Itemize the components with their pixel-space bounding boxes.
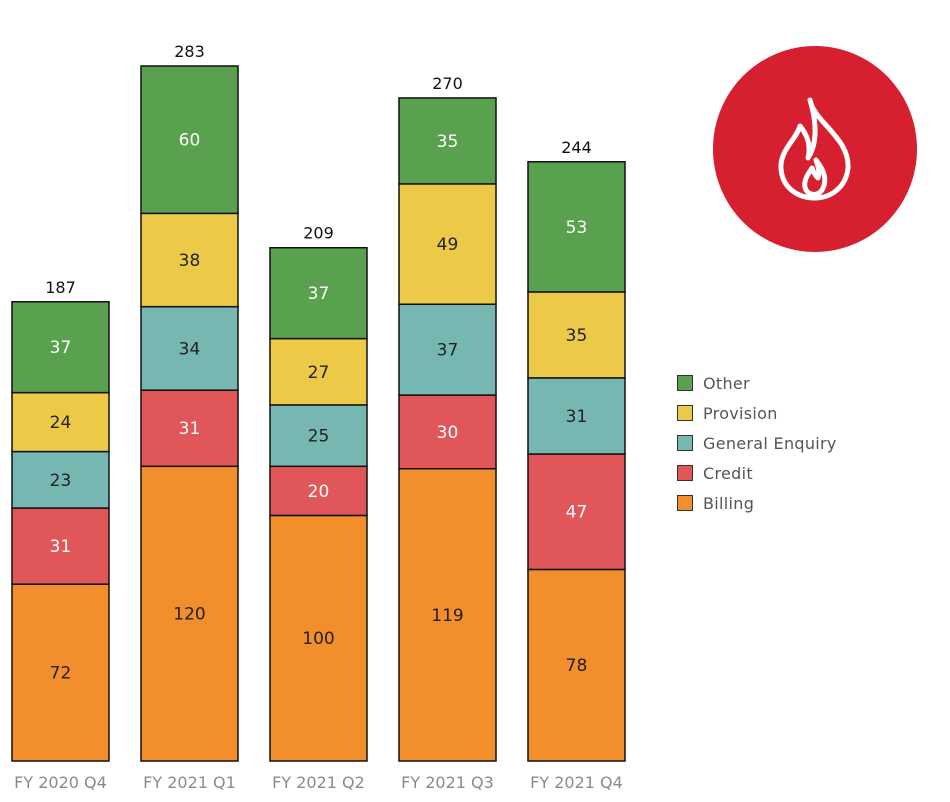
data-label: 72: [50, 664, 72, 684]
legend: Other Provision General Enquiry Credit Billi…: [677, 368, 837, 518]
data-label: 60: [179, 131, 201, 151]
total-label: 187: [45, 278, 76, 297]
data-label: 27: [308, 363, 330, 383]
legend-item: Billing: [677, 488, 837, 518]
data-label: 25: [308, 427, 330, 447]
bar-segment-other: [527, 161, 626, 293]
bar-segment-provision: [527, 291, 626, 379]
data-label: 78: [566, 656, 588, 676]
data-label: 24: [50, 413, 72, 433]
bar-segment-general-enquiry: [398, 303, 497, 396]
bar-segment-general-enquiry: [140, 305, 239, 391]
data-label: 31: [179, 419, 201, 439]
data-label: 31: [50, 537, 72, 557]
x-tick-label: FY 2020 Q4: [14, 773, 107, 792]
bar-segment-billing: [140, 465, 239, 762]
bar-segment-billing: [398, 468, 497, 762]
bar-segment-credit: [527, 453, 626, 571]
fire-badge: [713, 46, 917, 252]
data-label: 37: [50, 338, 72, 358]
legend-item: Provision: [677, 398, 837, 428]
legend-item: Credit: [677, 458, 837, 488]
data-label: 35: [566, 326, 588, 346]
bar-segment-general-enquiry: [11, 450, 110, 509]
data-label: 100: [302, 629, 334, 649]
total-label: 270: [432, 74, 463, 93]
bar-segment-provision: [140, 212, 239, 308]
bar-segment-credit: [140, 389, 239, 468]
bar-segment-billing: [527, 568, 626, 762]
bar-segment-general-enquiry: [269, 404, 368, 468]
legend-label: Billing: [703, 493, 755, 513]
legend-swatch: [677, 465, 693, 481]
data-label: 23: [50, 471, 72, 491]
legend-swatch: [677, 375, 693, 391]
data-label: 53: [566, 218, 588, 238]
legend-swatch: [677, 495, 693, 511]
bar-segment-credit: [398, 394, 497, 470]
bar-segment-other: [140, 65, 239, 215]
bar-segment-credit: [269, 465, 368, 517]
legend-label: Other: [703, 373, 750, 393]
data-label: 20: [308, 482, 330, 502]
total-label: 283: [174, 42, 205, 61]
x-tick-label: FY 2021 Q4: [530, 773, 623, 792]
legend-label: Provision: [703, 403, 778, 423]
bar-segment-billing: [11, 583, 110, 762]
data-label: 30: [437, 423, 459, 443]
x-tick-label: FY 2021 Q3: [401, 773, 494, 792]
data-label: 38: [179, 251, 201, 271]
bar-segment-billing: [269, 514, 368, 762]
data-label: 49: [437, 235, 459, 255]
legend-swatch: [677, 405, 693, 421]
total-label: 209: [303, 224, 334, 243]
bar-segment-other: [398, 97, 497, 185]
bar-segment-other: [269, 246, 368, 340]
legend-item: Other: [677, 368, 837, 398]
bar-segment-credit: [11, 507, 110, 585]
legend-item: General Enquiry: [677, 428, 837, 458]
data-label: 34: [179, 339, 201, 359]
data-label: 35: [437, 132, 459, 152]
bar-segment-general-enquiry: [527, 377, 626, 455]
bar-segment-provision: [398, 183, 497, 305]
data-label: 31: [566, 407, 588, 427]
bar-segment-provision: [269, 337, 368, 406]
flame-icon: [778, 97, 851, 201]
x-tick-label: FY 2021 Q1: [143, 773, 236, 792]
legend-swatch: [677, 435, 693, 451]
data-label: 37: [308, 284, 330, 304]
legend-label: Credit: [703, 463, 753, 483]
total-label: 244: [561, 138, 592, 157]
data-label: 37: [437, 341, 459, 361]
bar-segment-other: [11, 301, 110, 394]
legend-label: General Enquiry: [703, 433, 837, 453]
data-label: 120: [173, 605, 205, 625]
x-tick-label: FY 2021 Q2: [272, 773, 365, 792]
data-label: 47: [566, 503, 588, 523]
data-label: 119: [431, 606, 463, 626]
